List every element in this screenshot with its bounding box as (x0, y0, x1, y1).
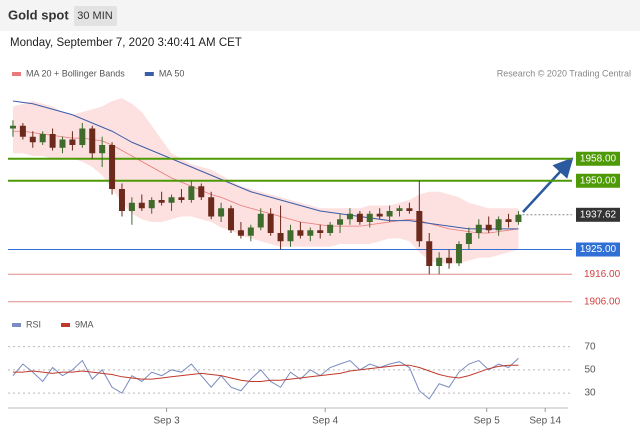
y-tick-label: 30 (584, 388, 596, 399)
candle-body (19, 125, 26, 137)
candle-body (386, 211, 393, 217)
candle-body (39, 134, 46, 143)
candle-body (168, 197, 175, 203)
candle-body (158, 200, 165, 203)
candle-body (49, 134, 56, 148)
candle-body (148, 200, 155, 209)
candle-body (69, 139, 76, 145)
level-box (576, 151, 620, 166)
candle-body (99, 145, 106, 154)
y-tick-label: 70 (584, 341, 596, 352)
timeframe[interactable]: 30 MIN (77, 10, 113, 22)
candle-body (406, 208, 413, 211)
legend-swatch (12, 72, 21, 76)
level-label: 1958.00 (580, 153, 617, 164)
legend-label: 9MA (75, 319, 94, 329)
candle-body (327, 224, 334, 233)
level-label: 1925.00 (580, 244, 617, 255)
candle-body (337, 219, 344, 225)
candle-body (237, 230, 244, 236)
candle-body (118, 189, 125, 211)
candle-body (426, 241, 433, 266)
candle-body (277, 233, 284, 242)
candle-body (485, 224, 492, 231)
title: Gold spot (8, 7, 69, 22)
legend-swatch (144, 72, 154, 76)
legend-swatch (61, 323, 71, 327)
candle-body (446, 257, 453, 264)
candle-body (109, 145, 116, 189)
candle-body (317, 230, 324, 233)
candle-body (416, 211, 423, 242)
level-label: 1937.62 (580, 209, 617, 220)
candle-body (89, 128, 96, 154)
candle-body (287, 230, 294, 242)
moving-average (12, 130, 519, 234)
x-tick-label: Sep 3 (154, 416, 181, 427)
indicator-line (12, 357, 519, 400)
y-tick-label: 50 (584, 364, 596, 375)
timestamp: Monday, September 7, 2020 3:40:41 AM CET (10, 37, 242, 49)
candle-body (9, 125, 16, 129)
legend-swatch (12, 323, 21, 327)
candle-body (356, 213, 363, 222)
candle-body (29, 136, 36, 143)
candle-body (297, 230, 304, 236)
source: Research © 2020 Trading Central (497, 68, 631, 78)
candle-body (267, 213, 274, 233)
level-box (576, 242, 620, 257)
candle-body (178, 197, 185, 200)
candle-body (455, 244, 462, 264)
forecast-arrow (522, 157, 574, 213)
candle-body (247, 227, 254, 236)
candle-body (128, 202, 135, 211)
candle-body (59, 139, 66, 148)
level-box (576, 173, 620, 188)
candle-body (475, 224, 482, 233)
candle-body (257, 213, 264, 228)
candle-body (79, 128, 86, 145)
candle-body (465, 233, 472, 244)
x-tick-label: Sep 14 (529, 416, 561, 427)
candle-body (376, 213, 383, 217)
candle-body (346, 213, 353, 220)
legend-label: RSI (26, 319, 41, 329)
candle-body (366, 213, 373, 222)
candle-body (188, 186, 195, 200)
indicator-line (12, 364, 519, 382)
x-tick-label: Sep 5 (474, 416, 501, 427)
legend-label: MA 50 (159, 68, 185, 78)
candle-body (228, 208, 235, 231)
candle-body (495, 219, 502, 231)
candle-body (307, 230, 314, 236)
candle-body (218, 208, 225, 217)
candle-body (138, 202, 145, 209)
candle-body (198, 186, 205, 198)
level-box (576, 207, 620, 222)
candle-body (208, 197, 215, 217)
candle-body (436, 257, 443, 266)
candle-body (505, 219, 512, 222)
legend-label: MA 20 + Bollinger Bands (26, 68, 125, 78)
moving-average (12, 100, 519, 230)
level-label: 1906.00 (584, 296, 621, 307)
level-label: 1950.00 (580, 175, 617, 186)
candle-body (515, 214, 522, 222)
timeframe-tag[interactable] (74, 6, 117, 26)
level-label: 1916.00 (584, 269, 621, 280)
x-tick-label: Sep 4 (312, 416, 339, 427)
candle-body (396, 208, 403, 211)
